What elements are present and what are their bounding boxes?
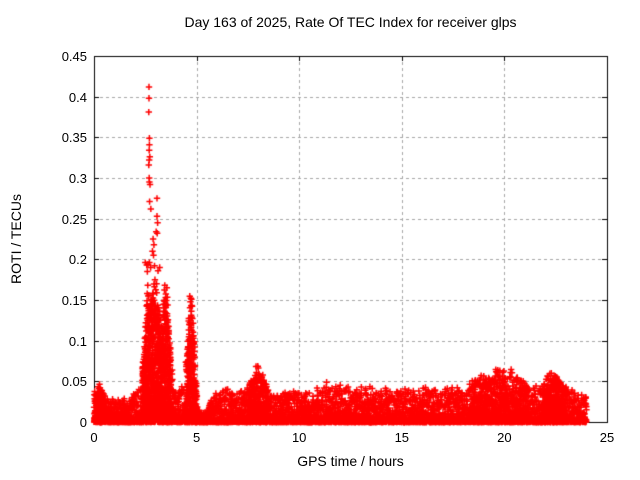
y-tick-label: 0.2 <box>68 252 87 268</box>
y-tick-label: 0.1 <box>68 333 87 349</box>
y-tick-label: 0.4 <box>68 89 87 105</box>
x-tick-label: 0 <box>90 430 98 445</box>
x-axis-label: GPS time / hours <box>297 453 404 469</box>
y-tick-label: 0.3 <box>68 171 87 186</box>
x-tick-label: 15 <box>394 430 410 445</box>
y-tick-label: 0 <box>79 415 87 430</box>
y-tick-label: 0.05 <box>61 374 87 390</box>
x-tick-label: 20 <box>497 430 512 445</box>
y-tick-label: 0.35 <box>61 130 87 146</box>
y-tick-label: 0.45 <box>61 49 87 64</box>
y-axis-label: ROTI / TECUs <box>8 194 24 284</box>
chart-title: Day 163 of 2025, Rate Of TEC Index for r… <box>184 14 517 30</box>
y-tick-label: 0.25 <box>61 211 87 227</box>
x-tick-label: 10 <box>291 430 307 445</box>
x-tick-label: 5 <box>192 430 201 445</box>
x-tick-label: 25 <box>599 430 615 445</box>
y-tick-label: 0.15 <box>61 293 87 308</box>
